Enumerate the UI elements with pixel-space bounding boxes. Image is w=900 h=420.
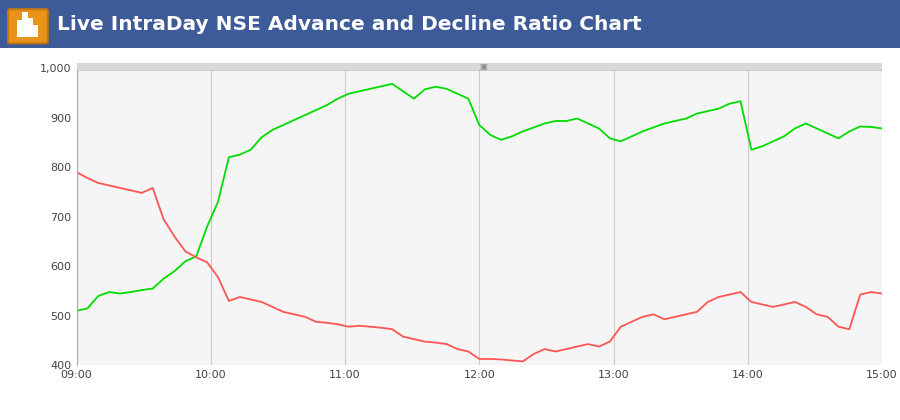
Declines [724,292,735,297]
Advances [714,106,724,111]
Declines [71,170,82,175]
Advances [746,147,757,152]
Legend: Advances, Declines: Advances, Declines [83,415,275,420]
Advances [691,111,702,116]
Advances [800,121,811,126]
Advances [724,101,735,106]
Declines [714,294,724,299]
Text: Live IntraDay NSE Advance and Decline Ratio Chart: Live IntraDay NSE Advance and Decline Ra… [57,15,642,34]
Line: Declines: Declines [76,172,882,362]
Declines [877,291,887,296]
Advances [387,81,398,87]
Declines [800,304,811,310]
Bar [76,63,882,71]
Declines [137,190,148,195]
Declines [746,299,757,304]
Line: Advances: Advances [76,84,882,311]
Advances [71,308,82,313]
Declines [691,310,702,315]
Advances [877,126,887,131]
Declines [518,359,528,364]
Advances [137,288,148,293]
Text: ▣: ▣ [479,63,487,71]
